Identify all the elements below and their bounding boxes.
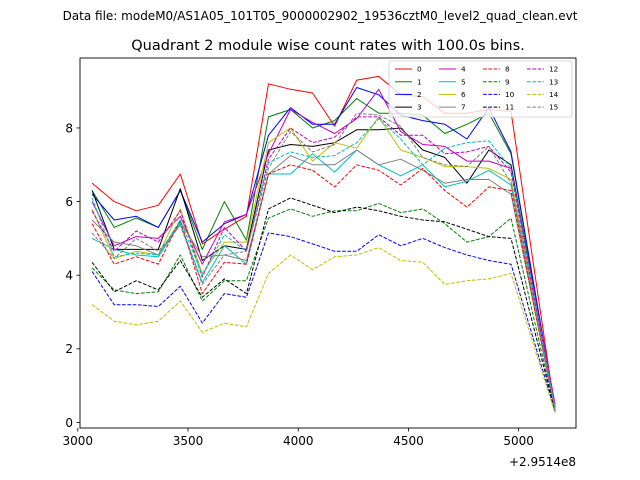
x-tick-label: 3000 (63, 434, 94, 448)
legend-label-2: 2 (417, 90, 422, 99)
legend-label-15: 15 (549, 103, 558, 112)
series-line-3 (91, 127, 556, 408)
y-tick-label: 6 (65, 195, 73, 209)
series-line-12 (91, 116, 556, 412)
x-tick-label: 3500 (173, 434, 204, 448)
series-line-13 (91, 118, 556, 410)
legend-label-4: 4 (461, 65, 466, 74)
x-tick-label: 4000 (283, 434, 314, 448)
series-line-5 (91, 149, 556, 408)
legend-label-1: 1 (417, 77, 422, 86)
axes-frame (79, 57, 577, 429)
legend-label-7: 7 (461, 103, 466, 112)
legend-label-11: 11 (505, 103, 514, 112)
series-line-11 (91, 197, 556, 412)
legend-label-14: 14 (549, 90, 559, 99)
legend-label-10: 10 (505, 90, 515, 99)
legend-label-9: 9 (505, 77, 510, 86)
series-line-6 (91, 116, 556, 410)
y-tick-label: 0 (65, 416, 73, 430)
legend-label-6: 6 (461, 90, 466, 99)
x-tick-label: 5000 (503, 434, 534, 448)
legend-label-3: 3 (417, 103, 422, 112)
chart-title: Quadrant 2 module wise count rates with … (131, 38, 525, 54)
legend-label-0: 0 (417, 65, 422, 74)
legend-label-13: 13 (549, 77, 559, 86)
x-tick-label: 4500 (393, 434, 424, 448)
series-line-14 (91, 247, 556, 414)
series-line-9 (91, 202, 556, 412)
series-line-8 (91, 164, 556, 412)
legend-label-8: 8 (505, 65, 510, 74)
y-tick-label: 8 (65, 121, 73, 135)
x-offset-label: +2.9514e8 (509, 455, 576, 469)
y-tick-label: 4 (65, 269, 73, 283)
series-line-10 (91, 232, 556, 412)
data-file-label: Data file: modeM0/AS1A05_101T05_90000029… (63, 9, 578, 23)
series-line-15 (91, 112, 556, 412)
series-layer (91, 75, 556, 414)
series-line-7 (91, 149, 556, 410)
y-axis: 0 2 4 6 8 (65, 121, 80, 430)
legend-label-12: 12 (549, 65, 558, 74)
x-axis: 3000 3500 4000 4500 5000 (63, 428, 534, 448)
y-tick-label: 2 (65, 342, 73, 356)
legend-label-5: 5 (461, 77, 466, 86)
legend-box (388, 60, 573, 118)
series-line-2 (91, 87, 556, 408)
plot-area (79, 57, 577, 429)
